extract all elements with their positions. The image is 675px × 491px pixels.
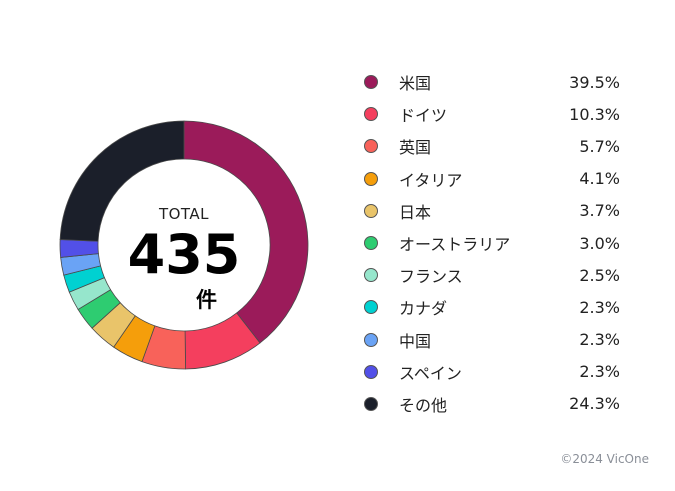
legend-value: 24.3% xyxy=(569,394,620,414)
legend-label: カナダ xyxy=(399,299,448,319)
legend: 米国 39.5% ドイツ 10.3% 英国 5.7% イタリア 4.1% 日本 3.7% オーストラ… xyxy=(364,66,620,420)
legend-label: ドイツ xyxy=(399,106,448,126)
legend-swatch xyxy=(364,396,378,411)
legend-value: 2.3% xyxy=(579,330,620,350)
legend-label: フランス xyxy=(399,267,463,287)
legend-value: 39.5% xyxy=(569,72,620,92)
legend-swatch xyxy=(364,236,378,251)
legend-swatch xyxy=(364,75,378,90)
legend-item: 中国 2.3% xyxy=(364,324,620,356)
legend-swatch xyxy=(364,107,378,122)
legend-swatch xyxy=(364,203,378,218)
legend-item: フランス 2.5% xyxy=(364,259,620,291)
legend-value: 4.1% xyxy=(579,169,620,189)
legend-item: ドイツ 10.3% xyxy=(364,98,620,130)
total-value: 435 xyxy=(127,223,241,286)
legend-swatch xyxy=(364,300,378,315)
total-label: TOTAL xyxy=(158,205,210,223)
legend-swatch xyxy=(364,364,378,379)
legend-item: その他 24.3% xyxy=(364,388,620,420)
legend-value: 2.5% xyxy=(579,265,620,285)
legend-label: 米国 xyxy=(399,74,432,94)
legend-item: スペイン 2.3% xyxy=(364,356,620,388)
legend-label: イタリア xyxy=(399,170,463,190)
legend-item: 米国 39.5% xyxy=(364,66,620,98)
legend-item: 日本 3.7% xyxy=(364,195,620,227)
legend-item: オーストラリア 3.0% xyxy=(364,227,620,259)
legend-item: イタリア 4.1% xyxy=(364,163,620,195)
legend-swatch xyxy=(364,268,378,283)
total-unit: 件 xyxy=(196,288,217,312)
legend-value: 3.0% xyxy=(579,233,620,253)
legend-label: スペイン xyxy=(399,363,462,383)
legend-label: その他 xyxy=(399,395,448,415)
legend-item: カナダ 2.3% xyxy=(364,291,620,323)
legend-swatch xyxy=(364,171,378,186)
legend-value: 2.3% xyxy=(579,362,620,382)
copyright-text: ©2024 VicOne xyxy=(560,452,649,466)
legend-value: 2.3% xyxy=(579,297,620,317)
legend-value: 10.3% xyxy=(569,104,620,124)
legend-swatch xyxy=(364,139,378,154)
legend-label: 中国 xyxy=(399,331,432,351)
legend-value: 3.7% xyxy=(579,201,620,221)
legend-swatch xyxy=(364,332,378,347)
legend-item: 英国 5.7% xyxy=(364,130,620,162)
donut-slice xyxy=(59,120,185,242)
donut-slice xyxy=(183,120,309,344)
legend-label: オーストラリア xyxy=(399,235,511,255)
legend-label: 英国 xyxy=(399,138,432,158)
legend-value: 5.7% xyxy=(579,136,620,156)
legend-label: 日本 xyxy=(399,202,432,222)
